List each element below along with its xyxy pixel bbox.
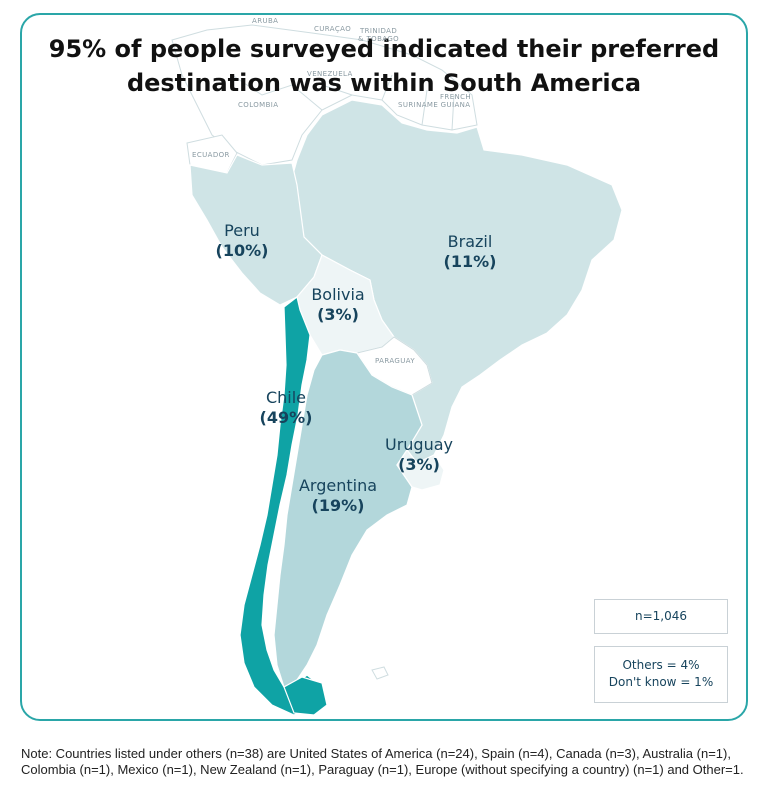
region-name: Peru (224, 221, 260, 240)
dont-know-text: Don't know = 1% (608, 675, 714, 689)
trinidad-label-line-1: TRINIDAD (359, 27, 398, 35)
title-line-2: destination was within South America (126, 69, 642, 97)
venezuela-label: VENEZUELA (307, 70, 353, 78)
region-name: Argentina (298, 476, 378, 495)
region-percent: (3%) (317, 305, 359, 324)
guiana-label: FRENCH GUIANA (440, 93, 471, 109)
guiana-label-line-1: FRENCH (440, 93, 472, 101)
colombia-label: COLOMBIA (238, 101, 279, 109)
footnote: Note: Countries listed under others (n=3… (21, 746, 744, 777)
region-label-peru: Peru (10%) (202, 221, 282, 261)
region-label-brazil: Brazil (11%) (430, 232, 510, 272)
sample-size-text: n=1,046 (634, 609, 687, 623)
region-name: Bolivia (311, 285, 365, 304)
aruba-label: ARUBA (252, 17, 279, 25)
uruguay-shape (396, 448, 445, 491)
region-label-argentina: Argentina (19%) (288, 476, 388, 516)
ecuador-label: ECUADOR (192, 151, 230, 159)
region-label-bolivia: Bolivia (3%) (298, 285, 378, 325)
suriname-label: SURINAME (398, 101, 439, 109)
curacao-label: CURAÇAO (314, 25, 352, 33)
others-text: Others = 4% (622, 658, 700, 672)
region-percent: (3%) (398, 455, 440, 474)
sample-size-box: n=1,046 (594, 599, 728, 634)
region-name: Chile (265, 388, 307, 407)
region-label-chile: Chile (49%) (246, 388, 326, 428)
region-label-uruguay: Uruguay (3%) (374, 435, 464, 475)
north-borders (231, 74, 455, 131)
region-percent: (11%) (443, 252, 497, 271)
trinidad-label-line-2: & TOBAGO (358, 35, 400, 43)
guiana-label-line-2: GUIANA (440, 101, 471, 109)
map-title: 95% of people surveyed indicated their p… (22, 32, 746, 100)
region-percent: (49%) (259, 408, 313, 427)
others-box: Others = 4% Don't know = 1% (594, 646, 728, 703)
argentina-shape (273, 349, 423, 688)
region-name: Uruguay (385, 435, 453, 454)
paraguay-label: PARAGUAY (375, 357, 416, 365)
south-america-map (171, 24, 623, 716)
region-percent: (19%) (311, 496, 365, 515)
region-percent: (10%) (215, 241, 269, 260)
chile-shape (239, 295, 318, 716)
map-card: 95% of people surveyed indicated their p… (20, 13, 748, 721)
title-line-1: 95% of people surveyed indicated their p… (48, 35, 720, 63)
tierra-del-fuego-shape (283, 676, 328, 716)
falkland-islands-shape (371, 666, 389, 680)
trinidad-label: TRINIDAD & TOBAGO (358, 27, 399, 43)
region-name: Brazil (447, 232, 493, 251)
